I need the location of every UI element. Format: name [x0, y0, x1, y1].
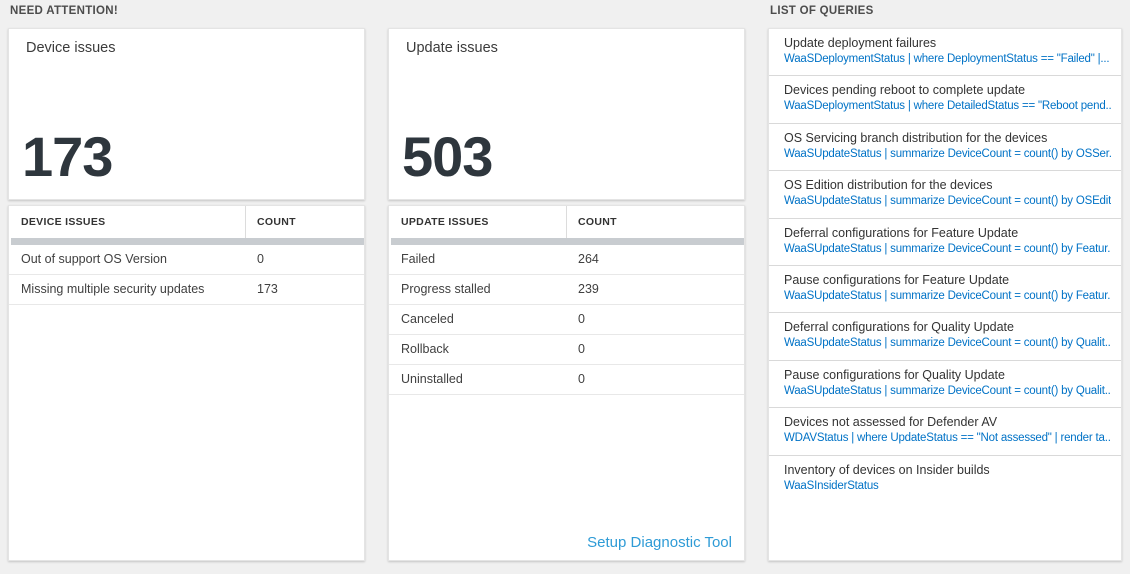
- device-issues-title: Device issues: [26, 40, 116, 56]
- query-title: Pause configurations for Feature Update: [784, 272, 1010, 287]
- table-row[interactable]: Uninstalled 0: [389, 365, 744, 395]
- update-table-col-count: COUNT: [578, 216, 617, 228]
- row-issue-label: Failed: [401, 252, 436, 266]
- query-snippet-link[interactable]: WaaSUpdateStatus | summarize DeviceCount…: [784, 337, 1111, 350]
- update-issues-table: UPDATE ISSUES COUNT Failed 264 Progress st…: [388, 205, 745, 561]
- list-of-queries-header: LIST OF QUERIES: [770, 5, 874, 17]
- device-issues-table: DEVICE ISSUES COUNT Out of support OS Ve…: [8, 205, 365, 561]
- query-list: Update deployment failures WaaSDeployment…: [769, 29, 1121, 503]
- update-table-header: UPDATE ISSUES COUNT: [389, 206, 744, 238]
- row-issue-label: Uninstalled: [401, 372, 463, 386]
- query-title: Pause configurations for Quality Update: [784, 367, 1005, 382]
- query-list-item[interactable]: Deferral configurations for Feature Upda…: [769, 219, 1121, 266]
- query-title: Inventory of devices on Insider builds: [784, 462, 990, 477]
- row-count-value: 173: [257, 282, 278, 296]
- need-attention-header: NEED ATTENTION!: [10, 5, 118, 17]
- table-row[interactable]: Out of support OS Version 0: [9, 245, 364, 275]
- query-list-item[interactable]: OS Edition distribution for the devices W…: [769, 171, 1121, 219]
- update-issues-tile[interactable]: Update issues 503: [388, 28, 745, 200]
- query-snippet-link[interactable]: WaaSInsiderStatus: [784, 479, 879, 492]
- device-table-scrollbar[interactable]: [11, 238, 364, 245]
- queries-panel: Update deployment failures WaaSDeployment…: [768, 28, 1122, 561]
- query-title: Devices not assessed for Defender AV: [784, 415, 998, 430]
- table-row[interactable]: Missing multiple security updates 173: [9, 275, 364, 305]
- query-list-item[interactable]: Deferral configurations for Quality Upda…: [769, 313, 1121, 361]
- query-snippet-link[interactable]: WaaSUpdateStatus | summarize DeviceCount…: [784, 195, 1111, 208]
- device-table-header: DEVICE ISSUES COUNT: [9, 206, 364, 238]
- table-row[interactable]: Failed 264: [389, 245, 744, 275]
- device-table-col-count: COUNT: [257, 216, 296, 228]
- row-count-value: 264: [578, 252, 599, 266]
- query-list-item[interactable]: Devices not assessed for Defender AV WDAV…: [769, 408, 1121, 456]
- device-table-col-issues: DEVICE ISSUES: [21, 216, 106, 228]
- query-snippet-link[interactable]: WaaSUpdateStatus | summarize DeviceCount…: [784, 289, 1111, 302]
- query-snippet-link[interactable]: WaaSUpdateStatus | summarize DeviceCount…: [784, 242, 1111, 255]
- update-table-rows: Failed 264 Progress stalled 239 Canceled 0 Rol…: [389, 245, 744, 395]
- device-issues-tile[interactable]: Device issues 173: [8, 28, 365, 200]
- query-title: Deferral configurations for Feature Upda…: [784, 225, 1019, 240]
- update-issues-count: 503: [402, 125, 493, 188]
- row-issue-label: Progress stalled: [401, 282, 491, 296]
- query-list-item[interactable]: Pause configurations for Quality Update W…: [769, 361, 1121, 409]
- row-count-value: 0: [578, 342, 585, 356]
- update-table-col-issues: UPDATE ISSUES: [401, 216, 489, 228]
- query-snippet-link[interactable]: WaaSDeploymentStatus | where DeploymentS…: [784, 53, 1110, 65]
- row-issue-label: Missing multiple security updates: [21, 282, 205, 296]
- column-divider: [245, 206, 246, 238]
- row-issue-label: Rollback: [401, 342, 449, 356]
- row-count-value: 0: [257, 252, 264, 266]
- query-title: Devices pending reboot to complete updat…: [784, 83, 1026, 98]
- table-row[interactable]: Progress stalled 239: [389, 275, 744, 305]
- column-divider: [566, 206, 567, 238]
- query-list-item[interactable]: Update deployment failures WaaSDeployment…: [769, 29, 1121, 77]
- query-snippet-link[interactable]: WDAVStatus | where UpdateStatus == "Not …: [784, 432, 1111, 445]
- query-title: OS Edition distribution for the devices: [784, 178, 993, 193]
- row-issue-label: Out of support OS Version: [21, 252, 167, 266]
- query-list-item[interactable]: Inventory of devices on Insider builds Wa…: [769, 456, 1121, 503]
- row-issue-label: Canceled: [401, 312, 454, 326]
- query-title: Update deployment failures: [784, 36, 937, 50]
- setup-diagnostic-tool-link[interactable]: Setup Diagnostic Tool: [587, 534, 732, 551]
- query-list-item[interactable]: OS Servicing branch distribution for the…: [769, 124, 1121, 172]
- row-count-value: 239: [578, 282, 599, 296]
- row-count-value: 0: [578, 312, 585, 326]
- query-snippet-link[interactable]: WaaSDeploymentStatus | where DetailedSta…: [784, 100, 1111, 113]
- query-snippet-link[interactable]: WaaSUpdateStatus | summarize DeviceCount…: [784, 147, 1111, 160]
- query-snippet-link[interactable]: WaaSUpdateStatus | summarize DeviceCount…: [784, 384, 1111, 397]
- update-issues-title: Update issues: [406, 40, 498, 56]
- table-row[interactable]: Rollback 0: [389, 335, 744, 365]
- device-issues-count: 173: [22, 125, 113, 188]
- table-row[interactable]: Canceled 0: [389, 305, 744, 335]
- row-count-value: 0: [578, 372, 585, 386]
- query-list-item[interactable]: Pause configurations for Feature Update W…: [769, 266, 1121, 314]
- device-table-rows: Out of support OS Version 0 Missing multip…: [9, 245, 364, 305]
- update-table-scrollbar[interactable]: [391, 238, 744, 245]
- query-title: Deferral configurations for Quality Upda…: [784, 320, 1014, 335]
- query-title: OS Servicing branch distribution for the…: [784, 130, 1048, 145]
- query-list-item[interactable]: Devices pending reboot to complete updat…: [769, 76, 1121, 124]
